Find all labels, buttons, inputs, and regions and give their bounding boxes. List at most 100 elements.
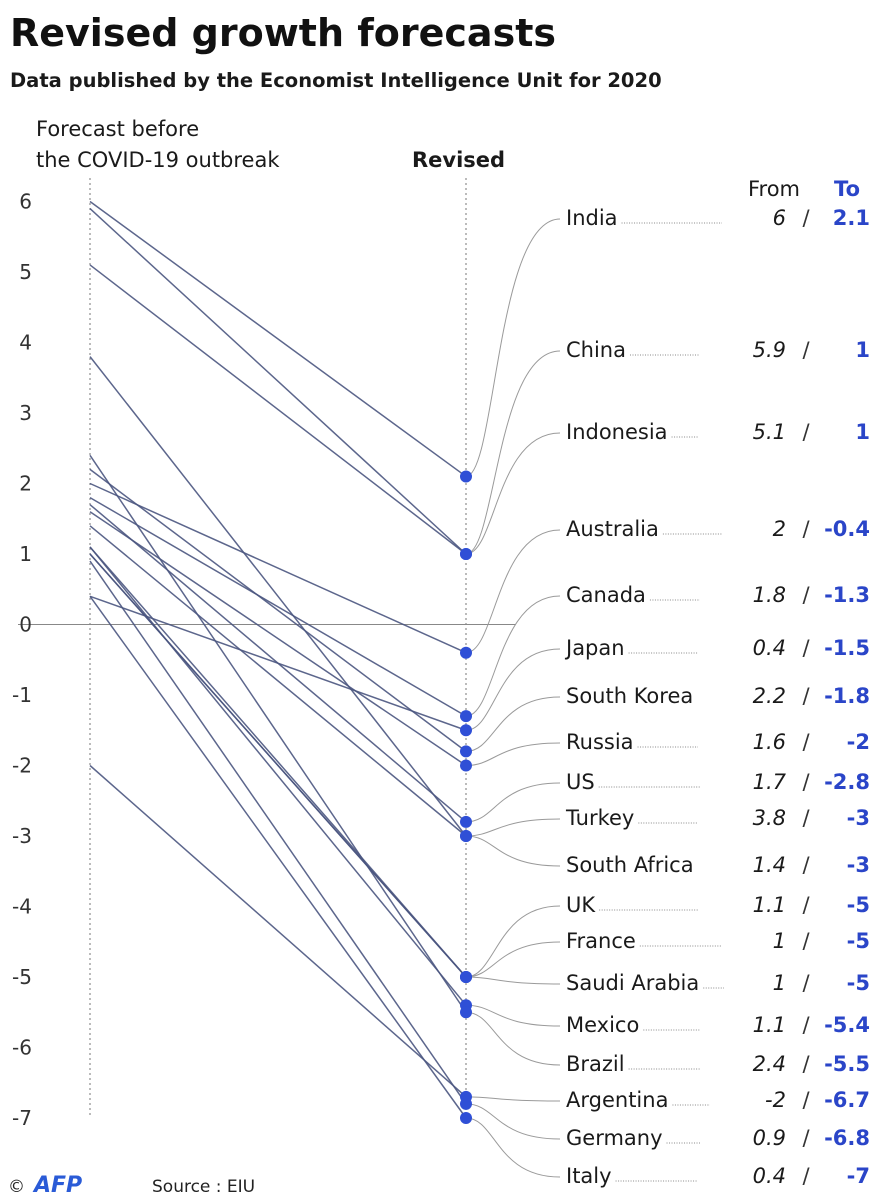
value-separator: / [802,929,810,953]
label-connector [465,350,561,555]
y-tick-label: -3 [12,824,32,848]
y-tick-label: -4 [12,895,32,919]
country-name: Australia [566,517,659,541]
to-value: -2.8 [824,770,870,794]
slope-line [89,482,467,654]
country-name: Saudi Arabia [566,971,699,995]
revised-dots [460,470,472,1124]
country-row: Argentina -2 / -6.7 [566,1088,870,1112]
label-connector [465,818,561,837]
country-name: Brazil [566,1052,625,1076]
country-row: Turkey 3.8 / -3 [565,806,870,830]
slope-lines [89,200,467,1119]
before-heading-line2: the COVID-19 outbreak [36,148,280,172]
value-separator: / [802,420,810,444]
y-tick-label: -5 [12,965,32,989]
from-value: 1.1 [753,893,786,917]
label-connector [465,782,561,823]
slope-line [89,546,467,1006]
label-connector [465,595,561,717]
slope-line [89,264,467,555]
to-value: 2.1 [833,206,870,230]
country-name: US [566,770,595,794]
country-row: Mexico 1.1 / -5.4 [566,1013,870,1037]
revised-dot [460,1097,472,1110]
country-row: Germany 0.9 / -6.8 [566,1126,870,1150]
from-value: 0.4 [753,1164,786,1188]
copyright-symbol: © [8,1177,25,1197]
slope-line [89,468,467,753]
y-tick-label: 1 [19,542,32,566]
revised-dot [460,724,472,737]
value-separator: / [802,1126,810,1150]
y-axis-ticks: 6 5 4 3 2 1 0 -1 -2 -3 -4 -5 -6 -7 [12,190,32,1131]
to-value: -1.8 [824,684,870,708]
country-row: China 5.9 / 1 [566,338,870,362]
country-name: Russia [566,730,634,754]
label-connector [465,218,561,477]
from-value: 2.4 [753,1052,786,1076]
country-row: Russia 1.6 / -2 [566,730,870,754]
y-tick-label: 2 [19,472,32,496]
slope-line [89,356,467,837]
from-value: 1 [773,929,786,953]
from-value: 1.8 [753,583,786,607]
y-tick-label: 5 [19,260,32,284]
label-connector [465,1117,561,1178]
to-value: -7 [847,1164,870,1188]
to-value: -3 [847,853,870,877]
country-name: Turkey [565,806,634,830]
value-separator: / [802,853,810,877]
slope-line [89,496,467,717]
label-connectors [465,218,561,1178]
country-row: India 6 / 2.1 [566,206,870,230]
country-row: South Korea 2.2 / -1.8 [566,684,870,708]
slope-line [89,525,467,837]
country-row: UK 1.1 / -5 [566,893,870,917]
from-value: -2 [765,1088,786,1112]
y-tick-label: 0 [19,613,32,637]
country-name: Argentina [566,1088,668,1112]
to-value: -5.4 [824,1013,870,1037]
to-value: 1 [855,420,870,444]
value-separator: / [802,684,810,708]
country-row: Australia 2 / -0.4 [566,517,870,541]
to-value: -3 [847,806,870,830]
y-tick-label: -7 [12,1106,32,1130]
country-row: Brazil 2.4 / -5.5 [566,1052,870,1076]
country-row: South Africa 1.4 / -3 [566,853,870,877]
country-row: Canada 1.8 / -1.3 [566,583,870,607]
to-value: -5 [847,893,870,917]
slope-line [89,553,467,978]
value-separator: / [802,517,810,541]
to-value: -2 [847,730,870,754]
country-name: South Africa [566,853,694,877]
page-subtitle: Data published by the Economist Intellig… [10,69,662,92]
from-value: 2.2 [753,684,786,708]
from-value: 1 [773,971,786,995]
label-connector [465,696,561,752]
country-name: Italy [566,1164,612,1188]
label-connector [465,1096,561,1102]
to-value: -0.4 [824,517,870,541]
country-row: France 1 / -5 [566,929,870,953]
slope-line [89,511,467,767]
value-separator: / [802,338,810,362]
slope-line [89,764,467,1098]
source-note: Source : EIU [152,1177,255,1197]
afp-logo: AFP [32,1173,82,1198]
y-tick-label: -2 [12,754,32,778]
slope-line [89,200,467,478]
country-name: Indonesia [566,420,668,444]
value-separator: / [802,971,810,995]
country-row: Japan 0.4 / -1.5 [564,636,870,660]
value-separator: / [802,1164,810,1188]
from-value: 5.9 [753,338,786,362]
country-name: Japan [564,636,625,660]
label-connector [465,648,561,731]
to-value: -1.3 [824,583,870,607]
to-value: -5 [847,971,870,995]
country-name: India [566,206,618,230]
revised-dot [460,759,472,772]
